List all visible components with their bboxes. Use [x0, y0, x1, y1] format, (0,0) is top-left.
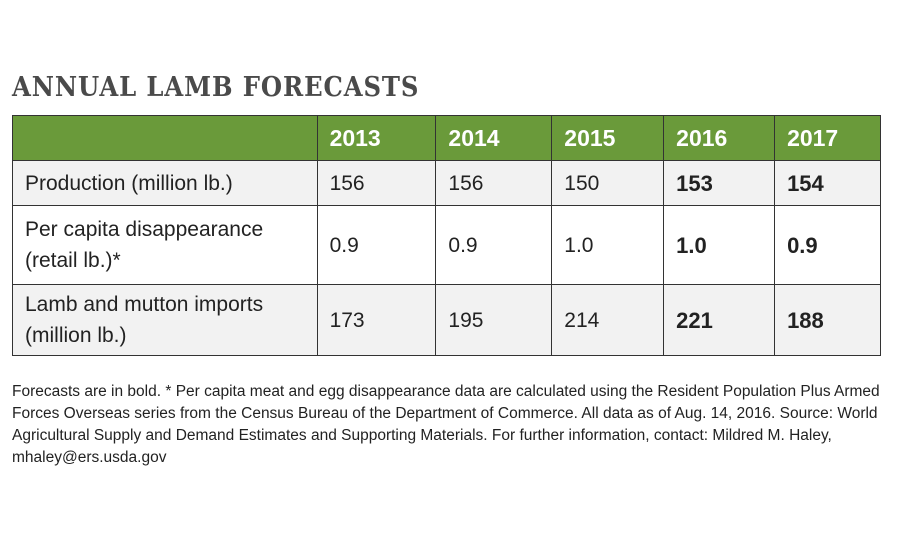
cell: 188 — [774, 284, 881, 356]
table-row: Production (million lb.) 156 156 150 153 154 — [12, 160, 881, 206]
table-row: Lamb and mutton imports (million lb.) 173… — [12, 284, 881, 356]
cell: 153 — [663, 160, 776, 206]
header-row: 2013 2014 2015 2016 2017 — [12, 115, 881, 161]
cell: 214 — [551, 284, 665, 356]
cell: 0.9 — [316, 205, 437, 285]
column-header: 2014 — [435, 115, 553, 161]
row-label: Production (million lb.) — [12, 160, 318, 206]
forecast-table: 2013 2014 2015 2016 2017 Production (million… — [12, 115, 881, 356]
column-header: 2016 — [663, 115, 776, 161]
table-header: 2013 2014 2015 2016 2017 — [12, 115, 881, 161]
cell: 154 — [774, 160, 881, 206]
cell: 221 — [663, 284, 776, 356]
cell: 173 — [316, 284, 437, 356]
cell: 150 — [551, 160, 665, 206]
cell: 156 — [316, 160, 437, 206]
column-header — [12, 115, 318, 161]
cell: 0.9 — [774, 205, 881, 285]
title: ANNUAL LAMB FORECASTS — [12, 72, 420, 103]
row-label: Per capita disappearance (retail lb.)* — [12, 205, 318, 285]
table-row: Per capita disappearance (retail lb.)* 0.… — [12, 205, 881, 285]
cell: 0.9 — [435, 205, 553, 285]
cell: 195 — [435, 284, 553, 356]
column-header: 2015 — [551, 115, 665, 161]
column-header: 2017 — [774, 115, 881, 161]
table-body: Production (million lb.) 156 156 150 153 154 P… — [12, 160, 881, 356]
column-header: 2013 — [316, 115, 437, 161]
cell: 1.0 — [663, 205, 776, 285]
cell: 156 — [435, 160, 553, 206]
row-label: Lamb and mutton imports (million lb.) — [12, 284, 318, 356]
footnote: Forecasts are in bold. * Per capita meat… — [12, 383, 880, 466]
cell: 1.0 — [551, 205, 665, 285]
